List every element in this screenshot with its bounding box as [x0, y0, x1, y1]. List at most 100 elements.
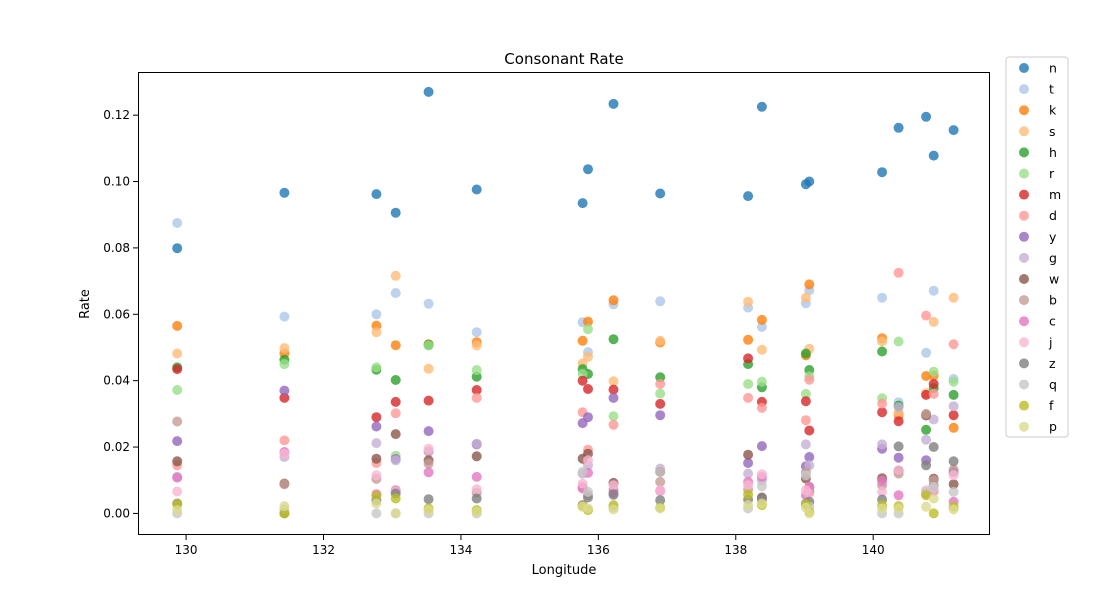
point-b-16: [921, 408, 932, 419]
point-h-18: [948, 389, 959, 400]
legend-label-g: g: [1049, 250, 1057, 265]
point-s-12: [800, 292, 811, 303]
point-g-17: [928, 414, 939, 425]
point-p-17: [928, 493, 939, 504]
point-y-1: [279, 385, 290, 396]
legend-marker-r: [1019, 168, 1029, 179]
point-m-7: [583, 384, 593, 394]
legend-label-q: q: [1049, 377, 1057, 392]
point-r-8: [608, 411, 619, 422]
point-k-6: [577, 335, 588, 346]
point-n-0: [172, 243, 183, 254]
point-d-1: [279, 435, 290, 446]
point-w-3: [390, 429, 401, 440]
point-s-4: [423, 363, 434, 374]
point-r-1: [279, 359, 290, 370]
point-n-7: [583, 164, 593, 175]
point-p-8: [608, 504, 619, 515]
point-g-16: [921, 434, 932, 445]
point-m-10: [743, 353, 754, 364]
legend-marker-t: [1019, 84, 1029, 95]
point-p-10: [743, 500, 754, 511]
point-z-5: [471, 493, 482, 504]
point-s-2: [371, 327, 382, 338]
chart-title: Consonant Rate: [504, 50, 623, 68]
legend-marker-j: [1019, 337, 1029, 348]
legend-label-d: d: [1049, 208, 1057, 223]
y-axis: 0.00 0.02 0.04 0.06 0.08 0.10 0.12: [103, 108, 138, 520]
point-f-17: [928, 508, 939, 519]
point-f-16: [921, 490, 932, 501]
point-s-8: [608, 376, 619, 387]
point-j-15: [893, 465, 904, 476]
legend-label-f: f: [1049, 398, 1054, 413]
point-m-2: [371, 412, 382, 423]
point-j-4: [423, 443, 434, 454]
point-m-9: [655, 398, 666, 409]
point-y-9: [655, 410, 666, 421]
point-g-3: [390, 455, 401, 466]
y-tick-label: 0.00: [103, 506, 130, 520]
legend-label-r: r: [1049, 166, 1055, 181]
x-axis: 130 132 134 136 138 140: [175, 535, 885, 557]
point-p-0: [172, 505, 183, 516]
point-d-13: [804, 374, 815, 385]
point-g-15: [893, 402, 904, 413]
point-y-13: [804, 452, 815, 462]
legend-label-w: w: [1049, 272, 1059, 287]
point-p-16: [921, 501, 932, 512]
point-m-14: [877, 407, 888, 418]
point-z-17: [928, 442, 939, 452]
legend-label-h: h: [1049, 145, 1057, 160]
point-d-16: [921, 310, 932, 321]
point-s-10: [743, 296, 754, 307]
point-n-9: [655, 188, 666, 199]
point-f-1: [279, 508, 290, 519]
point-d-8: [608, 419, 619, 430]
point-m-3: [390, 396, 401, 407]
point-r-2: [371, 362, 382, 373]
point-d-18: [948, 339, 959, 350]
point-t-2: [371, 309, 382, 320]
point-y-15: [893, 452, 904, 463]
point-w-2: [371, 453, 382, 464]
legend-marker-k: [1019, 105, 1029, 116]
point-f-10: [743, 489, 754, 500]
x-axis-label: Longitude: [532, 563, 597, 578]
point-n-1: [279, 187, 290, 198]
point-q-6: [577, 466, 588, 477]
legend-marker-f: [1019, 400, 1029, 411]
point-c-4: [423, 467, 434, 478]
point-s-18: [948, 292, 959, 303]
point-t-0: [172, 218, 183, 228]
point-t-16: [921, 347, 932, 358]
legend-label-b: b: [1049, 293, 1057, 308]
point-h-16: [921, 424, 932, 435]
point-t-17: [928, 285, 939, 296]
point-y-8: [608, 392, 619, 403]
point-k-18: [948, 422, 959, 433]
point-t-1: [279, 311, 290, 322]
point-s-5: [471, 340, 482, 351]
point-m-18: [948, 410, 959, 421]
point-n-2: [371, 189, 382, 200]
point-p-1: [279, 501, 290, 512]
point-p-4: [423, 505, 434, 516]
x-tick-label: 130: [175, 543, 198, 557]
point-z-15: [893, 441, 904, 452]
point-n-8: [608, 98, 619, 109]
point-c-5: [471, 471, 482, 482]
point-q-9: [655, 466, 666, 477]
point-n-18: [948, 125, 959, 136]
point-f-3: [390, 493, 401, 504]
point-y-7: [583, 412, 593, 423]
legend-marker-g: [1019, 252, 1029, 263]
legend-marker-d: [1019, 210, 1029, 221]
point-w-10: [743, 449, 754, 460]
point-p-15: [893, 503, 904, 514]
point-y-4: [423, 426, 434, 437]
point-q-7: [583, 486, 593, 497]
point-r-7: [583, 324, 593, 335]
